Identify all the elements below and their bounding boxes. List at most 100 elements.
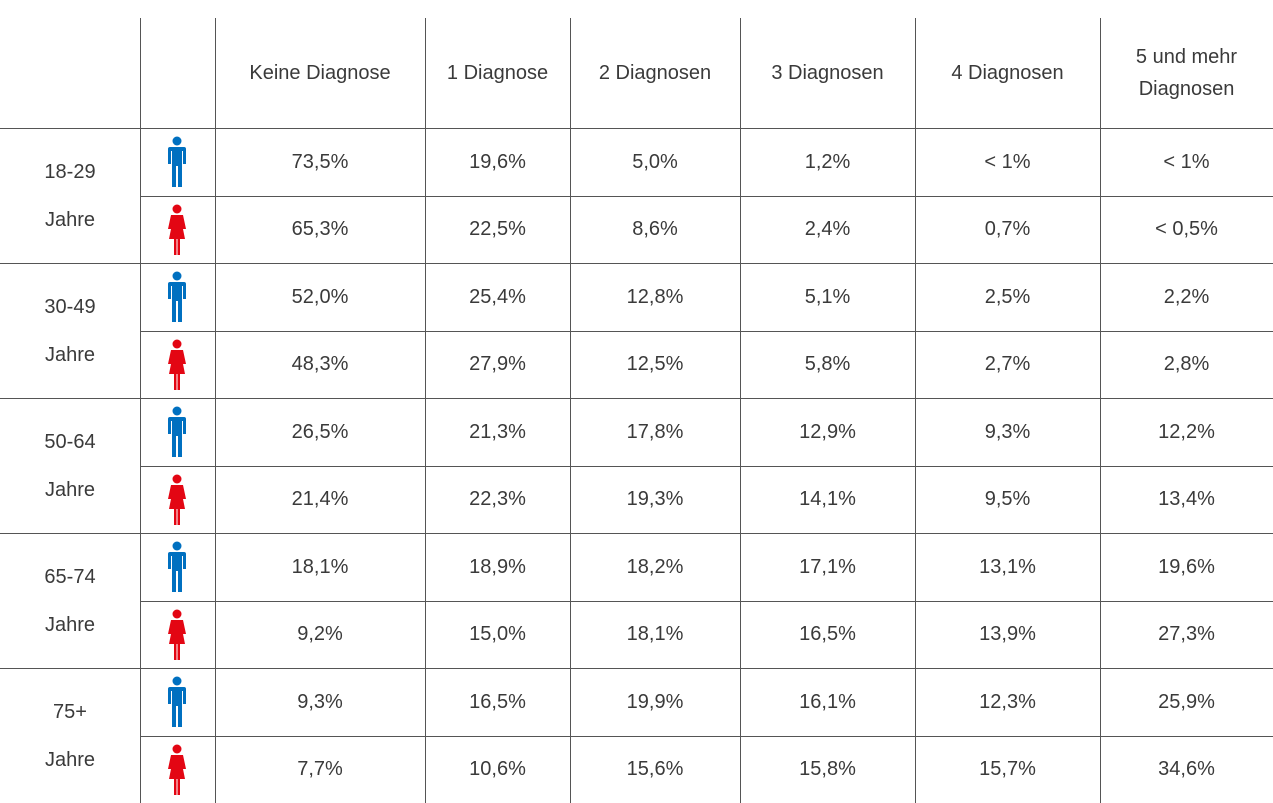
age-label: 65-74 [44,565,96,588]
value-cell: 15,7% [979,758,1036,781]
group-rule [0,398,1273,399]
male-icon [167,541,187,593]
value-cell: 8,6% [632,218,678,241]
column-header: 1 Diagnose [446,62,549,84]
value-cell: < 0,5% [1155,218,1218,241]
age-group: 18-29 Jahre [0,128,140,263]
value-cell: 12,9% [799,420,856,443]
age-group: 50-64 Jahre [0,398,140,533]
value-cell: 15,6% [626,758,684,781]
value-cell: 1,2% [804,150,851,173]
row-rule [140,330,1273,332]
value-cell: 16,5% [799,623,856,646]
column-divider [740,18,741,803]
age-group: 65-74 Jahre [0,533,140,668]
row-rule [140,465,1273,467]
column-divider [915,18,916,803]
value-cell: 65,3% [291,218,349,241]
value-cell: 18,1% [291,555,349,578]
value-cell: 48,3% [291,353,349,376]
female-icon [167,744,187,796]
row-rule [140,195,1273,197]
column-header: 3 Diagnosen [771,62,884,84]
value-cell: 25,4% [469,285,526,308]
column-divider [215,18,216,803]
female-icon [167,339,187,391]
group-rule [0,668,1273,669]
value-cell: 52,0% [291,285,349,308]
value-cell: 18,1% [626,623,684,646]
age-label: Jahre [44,478,96,501]
value-cell: 13,1% [979,555,1036,578]
value-cell: 27,3% [1158,623,1215,646]
female-icon [167,609,187,661]
group-rule [0,263,1273,264]
value-cell: 18,9% [469,555,526,578]
value-cell: 15,8% [799,758,856,781]
value-cell: 9,2% [297,623,343,646]
male-icon [167,271,187,323]
value-cell: 5,8% [804,353,851,376]
female-icon [167,204,187,256]
value-cell: 12,8% [626,285,684,308]
value-cell: 9,5% [984,488,1031,511]
value-cell: 22,3% [469,488,526,511]
value-cell: 2,2% [1163,285,1210,308]
value-cell: 12,3% [979,690,1036,713]
value-cell: 0,7% [984,218,1031,241]
age-label: 75+ [53,700,87,723]
value-cell: 12,2% [1158,420,1215,443]
value-cell: 10,6% [469,758,526,781]
age-label: 50-64 [44,430,96,453]
age-label: Jahre [44,748,96,771]
value-cell: 16,1% [799,690,856,713]
value-cell: < 1% [984,150,1031,173]
age-group: 75+ Jahre [0,668,140,803]
male-icon [167,136,187,188]
value-cell: 9,3% [984,420,1031,443]
value-cell: 14,1% [799,488,856,511]
age-label: 18-29 [44,160,96,183]
column-divider [140,18,141,803]
value-cell: 2,4% [804,218,851,241]
age-label: Jahre [44,208,96,231]
column-divider [570,18,571,803]
column-divider [425,18,426,803]
value-cell: 21,3% [469,420,526,443]
group-rule [0,533,1273,534]
value-cell: 7,7% [297,758,343,781]
value-cell: 22,5% [469,218,526,241]
value-cell: 19,9% [626,690,684,713]
male-icon [167,676,187,728]
value-cell: 2,7% [984,353,1031,376]
value-cell: 13,9% [979,623,1036,646]
value-cell: 21,4% [291,488,349,511]
value-cell: 34,6% [1158,758,1215,781]
value-cell: 18,2% [626,555,684,578]
value-cell: 2,5% [984,285,1031,308]
value-cell: < 1% [1163,150,1210,173]
value-cell: 9,3% [297,690,343,713]
row-rule [140,735,1273,737]
age-group: 30-49 Jahre [0,263,140,398]
value-cell: 26,5% [291,420,349,443]
value-cell: 15,0% [469,623,526,646]
value-cell: 5,1% [804,285,851,308]
value-cell: 12,5% [626,353,684,376]
row-rule [140,600,1273,602]
age-label: Jahre [44,343,96,366]
value-cell: 5,0% [632,150,678,173]
column-header: 2 Diagnosen [598,62,712,84]
female-icon [167,474,187,526]
column-divider [1100,18,1101,803]
age-label: 30-49 [44,295,96,318]
value-cell: 25,9% [1158,690,1215,713]
value-cell: 2,8% [1163,353,1210,376]
column-header: 5 und mehr Diagnosen [1135,46,1238,100]
value-cell: 19,6% [1158,555,1215,578]
value-cell: 17,8% [626,420,684,443]
age-label: Jahre [44,613,96,636]
value-cell: 19,3% [626,488,684,511]
value-cell: 13,4% [1158,488,1215,511]
